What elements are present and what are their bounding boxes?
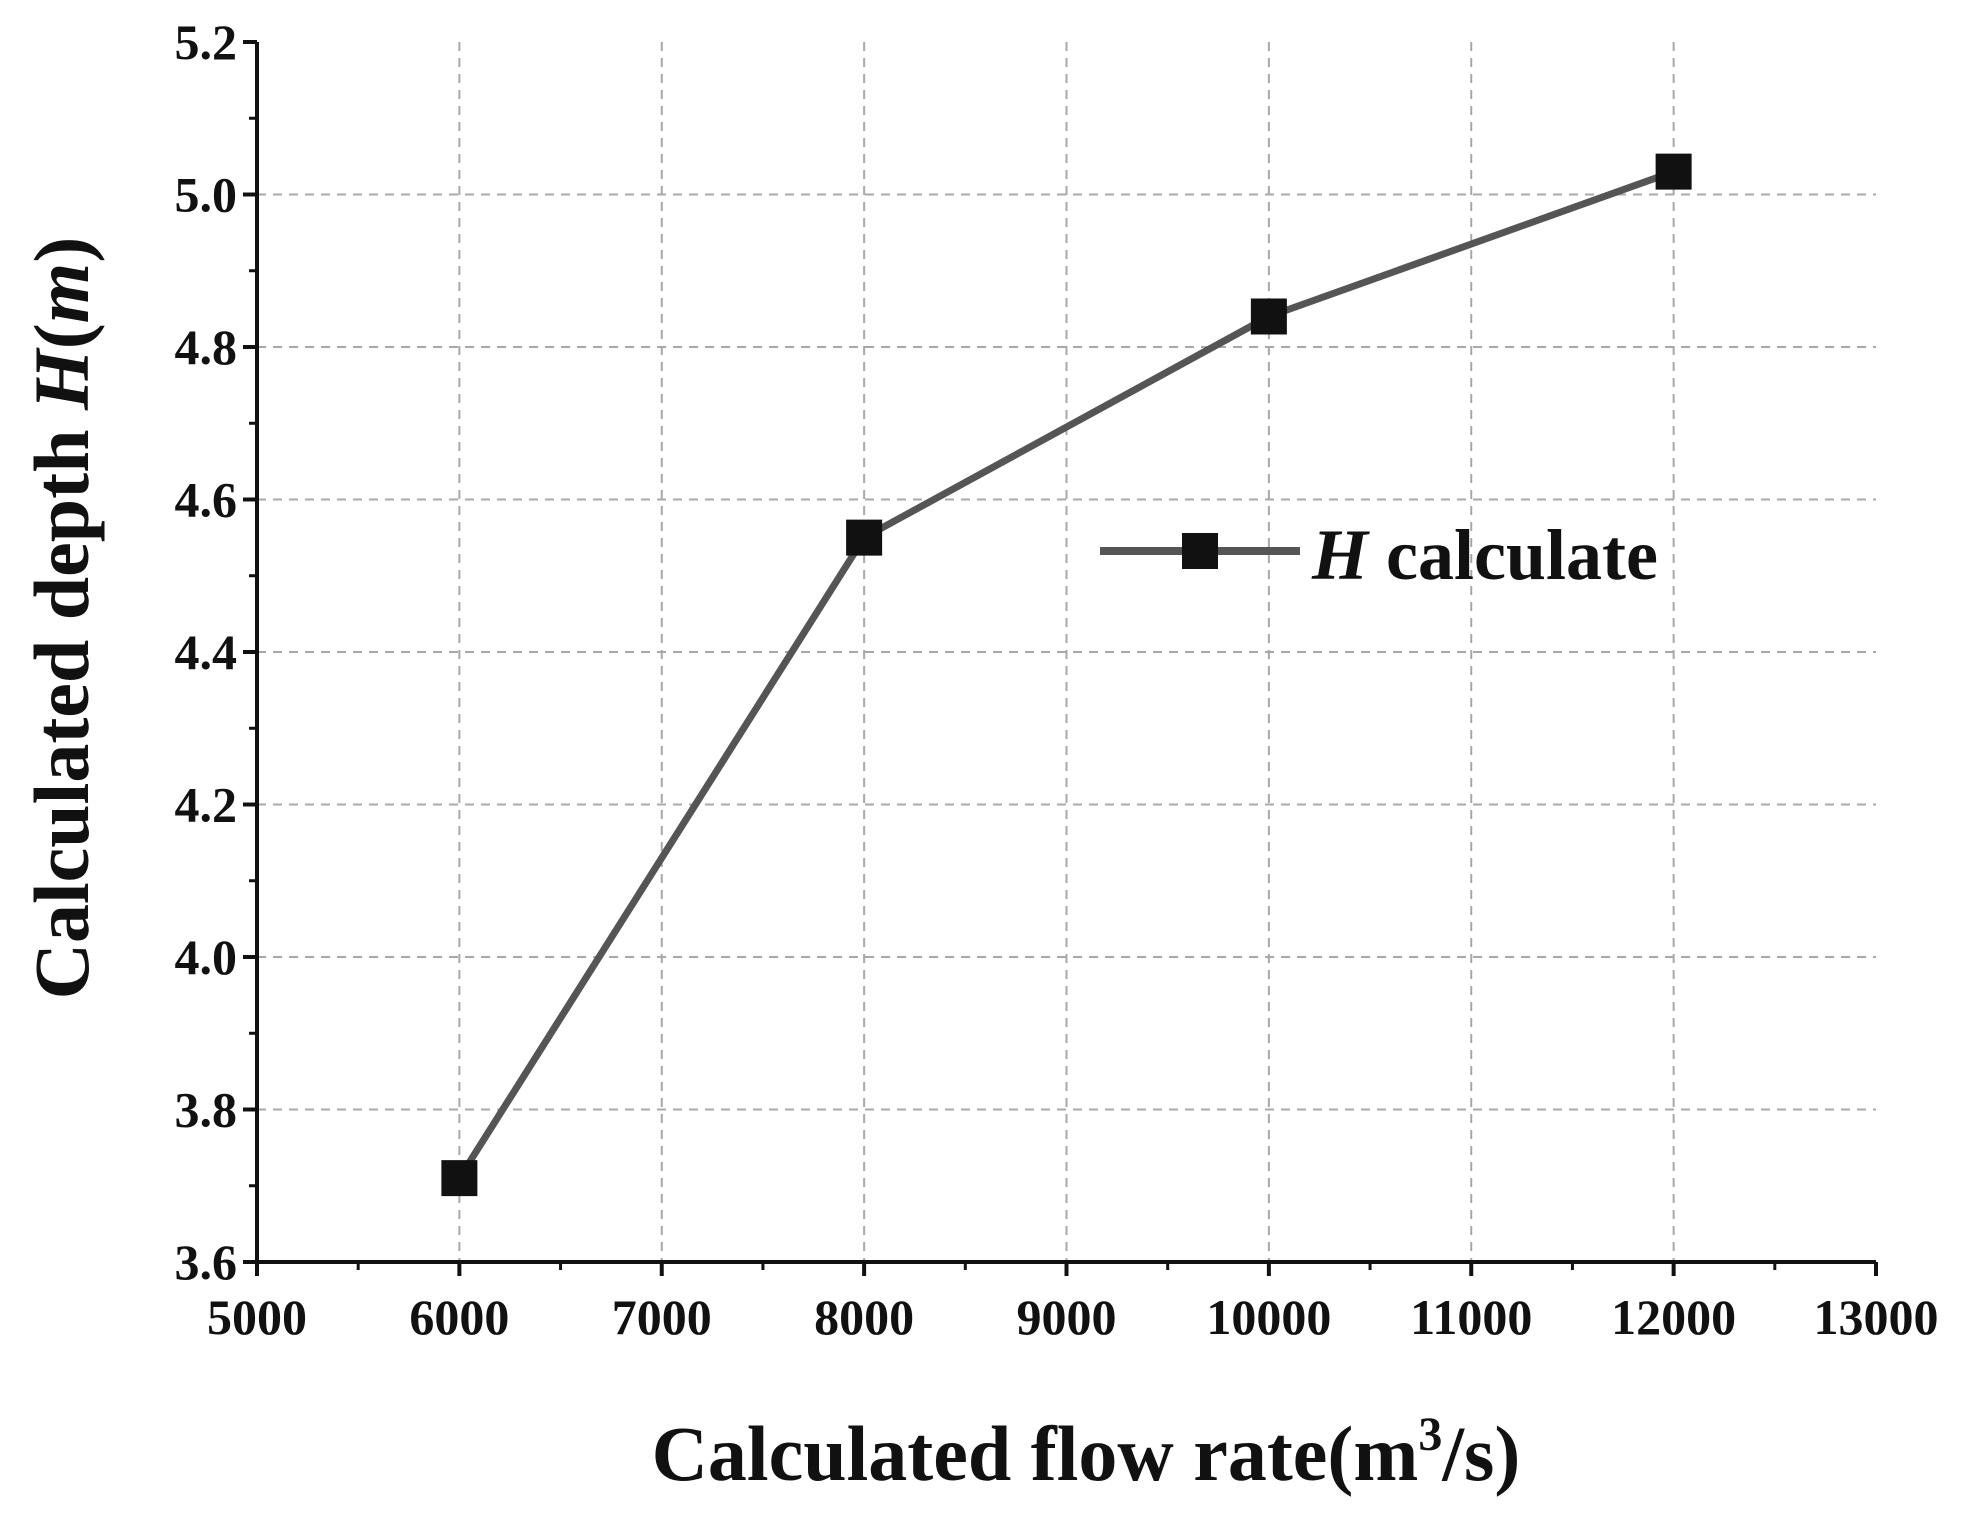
y-axis-title: Calculated depth H(m) [18,237,105,1000]
x-tick-label: 6000 [409,1289,509,1345]
x-tick-label: 8000 [814,1289,914,1345]
y-axis-title-close: ) [18,237,105,263]
series [441,153,1692,1197]
x-tick-labels: 5000 6000 7000 8000 9000 10000 11000 12000 13000 [207,1289,1939,1345]
data-point-0 [441,1160,478,1197]
x-tick-label: 11000 [1410,1289,1532,1345]
x-tick-label: 12000 [1611,1289,1736,1345]
y-axis-title-symbol: H [18,347,105,411]
x-axis-title-tail: /s) [1441,1410,1520,1497]
y-tick-label: 3.8 [175,1082,238,1138]
series-line-0 [456,168,1675,1180]
x-axis-title-main: Calculated flow rate(m [652,1410,1419,1497]
x-tick-label: 13000 [1814,1289,1939,1345]
x-tick-label: 5000 [207,1289,307,1345]
y-tick-label: 3.6 [175,1234,238,1290]
y-tick-label: 4.2 [175,777,238,833]
legend-marker [1182,533,1218,569]
legend-label-symbol: H [1311,515,1370,595]
grid [257,42,1876,1262]
y-tick-label: 4.0 [175,929,238,985]
legend-label-rest: calculate [1368,515,1658,595]
y-tick-label: 4.6 [175,472,238,528]
y-axis-title-open: ( [18,323,105,349]
legend: H calculate [1100,515,1658,595]
y-tick-label: 5.0 [175,167,238,223]
y-axis-title-unit: m [18,263,105,324]
x-tick-label: 9000 [1017,1289,1117,1345]
y-axis-title-pre: Calculated depth [18,410,105,999]
x-axis-title: Calculated flow rate(m3/s) [652,1408,1521,1497]
y-tick-label: 4.8 [175,319,238,375]
x-tick-label: 10000 [1206,1289,1331,1345]
data-point-3 [1655,153,1692,190]
y-tick-labels: 3.6 3.8 4.0 4.2 4.4 4.6 4.8 5.0 5.2 [175,14,238,1290]
y-tick-label: 5.2 [175,14,238,70]
x-tick-label: 7000 [612,1289,712,1345]
y-tick-label: 4.4 [175,624,238,680]
legend-label: H calculate [1311,515,1658,595]
axes [243,40,1878,1276]
x-axis-title-sup: 3 [1418,1408,1442,1461]
data-point-2 [1250,298,1287,335]
data-point-1 [846,519,883,556]
